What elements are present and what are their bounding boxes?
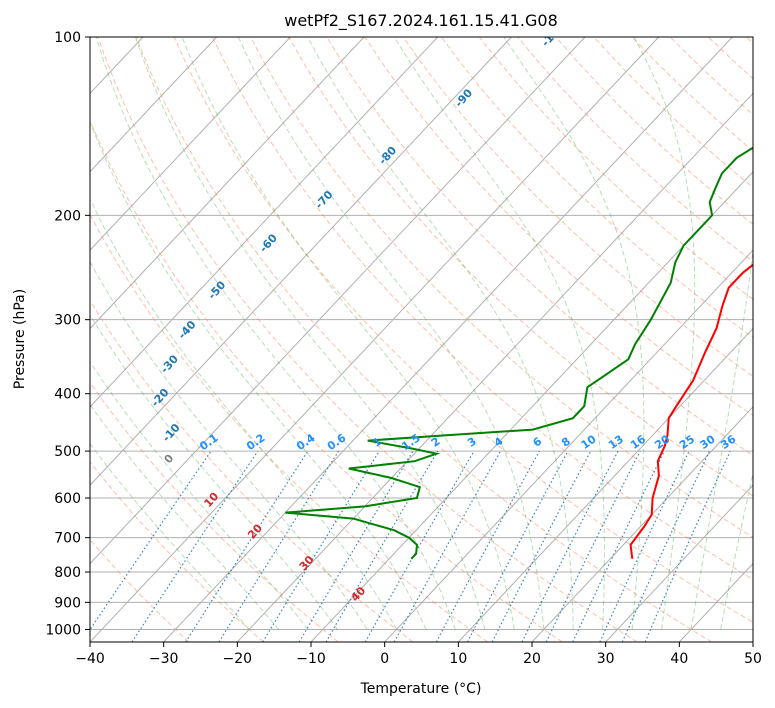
- moist-adiabat-line: [134, 37, 486, 630]
- dry-adiabat-line: [211, 37, 753, 581]
- x-tick-label: −40: [75, 651, 105, 667]
- isotherm-line: [236, 92, 753, 642]
- dry-adiabat-line: [90, 119, 563, 642]
- dewpoint-profile-line: [285, 146, 753, 560]
- isotherm-line: [605, 484, 753, 642]
- moist-adiabat-line: [90, 120, 427, 630]
- x-axis-label: Temperature (°C): [360, 681, 482, 697]
- isotherm-line: [0, 37, 69, 642]
- mixing-ratio-line: [521, 450, 619, 642]
- moist-adiabat-line: [720, 470, 753, 630]
- x-tick-label: 0: [380, 651, 389, 667]
- moist-adiabat-line: [503, 37, 645, 630]
- y-tick-label: 900: [54, 595, 81, 611]
- temperature-profile-line: [629, 263, 753, 559]
- x-tick-label: −30: [149, 651, 179, 667]
- y-axis-label: Pressure (hPa): [12, 289, 28, 389]
- y-tick-label: 1000: [45, 622, 81, 638]
- dry-adiabat-line: [90, 213, 488, 642]
- chart-title: wetPf2_S167.2024.161.15.41.G08: [284, 11, 558, 31]
- moist-adiabat-line: [633, 37, 696, 630]
- dry-adiabat-line: [97, 37, 638, 642]
- y-tick-label: 700: [54, 531, 81, 547]
- mixing-ratio-line: [621, 450, 711, 642]
- dry-adiabat-line: [440, 37, 753, 339]
- isotherm-line: [90, 37, 512, 486]
- isotherm-line: [752, 641, 753, 642]
- isotherm-line: [90, 37, 439, 408]
- dry-adiabat-line: [288, 37, 753, 497]
- moist-adiabat-line: [393, 37, 605, 630]
- y-tick-label: 100: [54, 30, 81, 46]
- moist-adiabat-line: [181, 37, 515, 630]
- isotherm-line: [531, 406, 753, 642]
- mixing-ratio-line: [644, 450, 731, 642]
- y-tick-label: 800: [54, 565, 81, 581]
- isotherm-line: [90, 37, 218, 173]
- isotherm-line: [90, 37, 291, 251]
- mixing-ratio-line: [545, 450, 641, 642]
- dry-adiabat-line: [90, 299, 414, 642]
- dry-adiabat-line: [173, 37, 753, 624]
- mixing-ratio-line: [435, 450, 540, 642]
- y-tick-label: 600: [54, 491, 81, 507]
- isotherm-line: [90, 37, 586, 565]
- y-tick-label: 500: [54, 444, 81, 460]
- isotherm-line: [384, 249, 753, 642]
- moist-adiabat-line: [90, 197, 397, 630]
- isotherm-line: [90, 37, 365, 330]
- mixing-ratio-line: [90, 450, 212, 631]
- x-tick-label: 40: [670, 651, 688, 667]
- dry-adiabat-line: [90, 461, 264, 642]
- moist-adiabat-line: [95, 37, 456, 630]
- dry-adiabat-line: [402, 37, 753, 377]
- mixing-ratio-line: [185, 450, 309, 642]
- isotherm-line: [457, 327, 753, 642]
- isotherm-line: [90, 37, 660, 642]
- moist-adiabat-line: [90, 403, 279, 630]
- y-tick-label: 400: [54, 387, 81, 403]
- moist-adiabat-line: [90, 360, 309, 630]
- moist-adiabat-line: [90, 313, 338, 630]
- dry-adiabat-line: [90, 539, 190, 642]
- mixing-ratio-line: [262, 450, 380, 642]
- y-tick-label: 200: [54, 208, 81, 224]
- moist-adiabat-line: [90, 442, 250, 630]
- plot-frame: [89, 36, 754, 643]
- x-tick-label: 30: [597, 651, 615, 667]
- moist-adiabat-line: [237, 37, 545, 630]
- mixing-ratio-line: [131, 450, 259, 642]
- dry-adiabat-line: [250, 37, 753, 538]
- x-tick-label: −20: [223, 651, 253, 667]
- x-tick-label: 10: [449, 651, 467, 667]
- moist-adiabat-line: [690, 246, 753, 630]
- isotherm-line: [163, 37, 733, 642]
- dry-adiabat-line: [135, 37, 712, 642]
- plot-background: [90, 37, 753, 642]
- dry-adiabat-line: [326, 37, 753, 457]
- x-tick-label: 50: [744, 651, 762, 667]
- x-tick-label: −10: [296, 651, 326, 667]
- x-tick-label: 20: [523, 651, 541, 667]
- y-tick-label: 300: [54, 313, 81, 329]
- moist-adiabat-line: [90, 260, 368, 630]
- mixing-ratio-line: [393, 450, 502, 642]
